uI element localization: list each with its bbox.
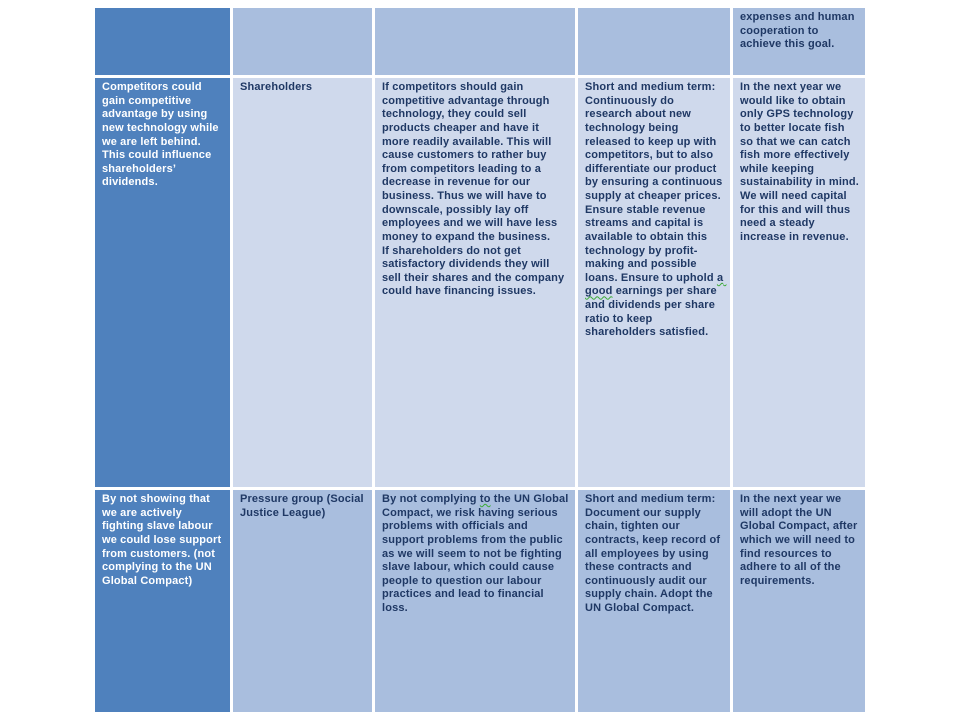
stakeholder-risk-table: expenses and human cooperation to achiev… xyxy=(95,8,865,712)
partial-row-goal-cell: expenses and human cooperation to achiev… xyxy=(733,8,865,75)
grammar-squiggle-text: to xyxy=(480,493,491,505)
partial-row-strategy-cell xyxy=(578,8,730,75)
partial-row-stakeholder-cell xyxy=(233,8,372,75)
goal-cell-pressure-group: In the next year we will adopt the UN Gl… xyxy=(733,490,865,712)
stakeholder-cell-shareholders: Shareholders xyxy=(233,78,372,487)
partial-row-impact-cell xyxy=(375,8,575,75)
strategy-text-before: Short and medium term: Continuously do r… xyxy=(585,81,726,284)
impact-cell-pressure-group: By not complying to the UN Global Compac… xyxy=(375,490,575,712)
strategy-cell-pressure-group: Short and medium term: Document our supp… xyxy=(578,490,730,712)
slide-canvas: expenses and human cooperation to achiev… xyxy=(0,0,960,720)
impact-text-after: the UN Global Compact, we risk having se… xyxy=(382,493,572,614)
risk-cell-shareholders: Competitors could gain competitive advan… xyxy=(95,78,230,487)
impact-cell-shareholders: If competitors should gain competitive a… xyxy=(375,78,575,487)
stakeholder-cell-pressure-group: Pressure group (Social Justice League) xyxy=(233,490,372,712)
goal-cell-shareholders: In the next year we would like to obtain… xyxy=(733,78,865,487)
impact-text-before: By not complying xyxy=(382,493,480,505)
risk-cell-pressure-group: By not showing that we are actively figh… xyxy=(95,490,230,712)
partial-row-risk-cell xyxy=(95,8,230,75)
strategy-cell-shareholders: Short and medium term: Continuously do r… xyxy=(578,78,730,487)
